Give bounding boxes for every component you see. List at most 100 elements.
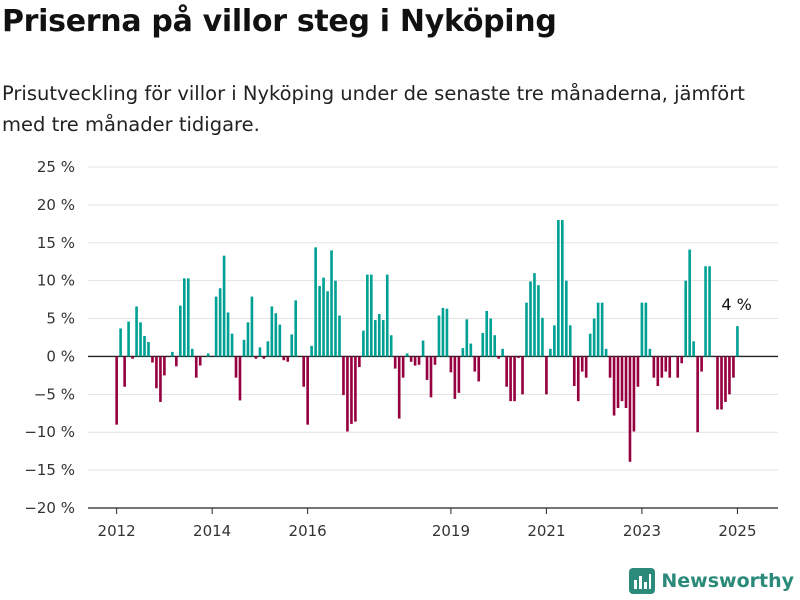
bar [397,356,401,419]
bar [163,356,166,376]
bar [664,356,668,372]
bar [143,335,146,357]
bar [537,285,540,357]
bar [481,332,485,357]
chart-subtitle: Prisutveckling för villor i Nyköping und… [2,82,745,136]
bar [680,356,683,364]
bar [732,356,735,378]
bar [282,356,286,361]
bar [171,351,174,357]
bar [393,356,397,369]
x-tick-label: 2021 [527,522,565,540]
y-tick-label: 0 % [46,347,75,365]
bar [409,356,413,362]
brand-logo[interactable]: Newsworthy [629,568,794,594]
bar [405,353,409,357]
bar [676,356,680,378]
bar [473,356,477,372]
bar [425,356,429,380]
bar [330,250,333,357]
bar [588,333,592,357]
bar [326,291,329,357]
bar [509,356,512,402]
chart-title: Priserna på villor steg i Nyköping [2,4,557,39]
bar [616,356,620,408]
bar [290,334,294,357]
bar [489,318,492,357]
bar [521,356,524,395]
bar [218,288,222,357]
bar [441,307,445,357]
bar [322,277,325,357]
bar [704,266,707,357]
bar [620,356,624,402]
bar [310,345,313,357]
bar [596,302,600,357]
bar [708,266,711,357]
bar [119,328,122,357]
bar [362,330,365,357]
bar [230,333,234,357]
bar [155,356,158,389]
bar [374,320,377,357]
bar [533,273,536,357]
bar [369,274,373,357]
bar [198,356,202,366]
bar [127,321,130,357]
bar [640,302,644,357]
bar [457,356,461,393]
bar [720,356,723,410]
bar [644,302,648,357]
bar [294,300,298,357]
y-axis-tick-labels: 25 % 20 % 15 % 10 % 5 % 0 % −5 % −10 % −15 % −20 … [24,158,75,517]
bar [194,356,198,378]
bar [302,356,306,387]
bar [417,356,421,365]
bar [274,313,278,357]
bar [549,348,552,357]
bar [381,320,385,357]
bar [147,342,150,357]
bar [366,274,369,357]
bar [541,317,544,357]
newsworthy-logo-icon [629,568,656,594]
bar [377,314,381,357]
bar [234,356,238,378]
bar [696,356,699,433]
bar [493,335,497,357]
bar [560,220,564,357]
bars [88,220,778,462]
bar [115,356,118,425]
bar [214,296,218,357]
bar [242,339,246,357]
y-tick-label: −20 % [24,499,75,517]
latest-value-annotation: 4 % [721,295,751,314]
bar [572,356,576,386]
bar [175,356,178,367]
x-tick-label: 2019 [432,522,470,540]
bar [648,348,652,357]
bar [246,322,250,357]
bar [159,356,162,402]
bar [342,356,345,396]
y-tick-label: 25 % [37,158,75,176]
bar [385,274,389,357]
x-axis: 2012 2014 2016 2019 2021 2023 2025 [88,507,778,540]
bar [529,281,532,357]
bar [254,356,258,359]
bar [545,356,548,395]
bar [389,335,393,357]
bar [557,220,560,357]
bar [445,308,449,357]
bar [350,356,353,424]
bar [684,280,688,357]
bar [716,356,719,410]
bar [728,356,731,395]
bar [592,318,596,357]
y-tick-label: 10 % [37,272,75,290]
bar [501,348,504,357]
bar [553,325,556,357]
bar [513,356,516,402]
x-tick-label: 2023 [623,522,661,540]
